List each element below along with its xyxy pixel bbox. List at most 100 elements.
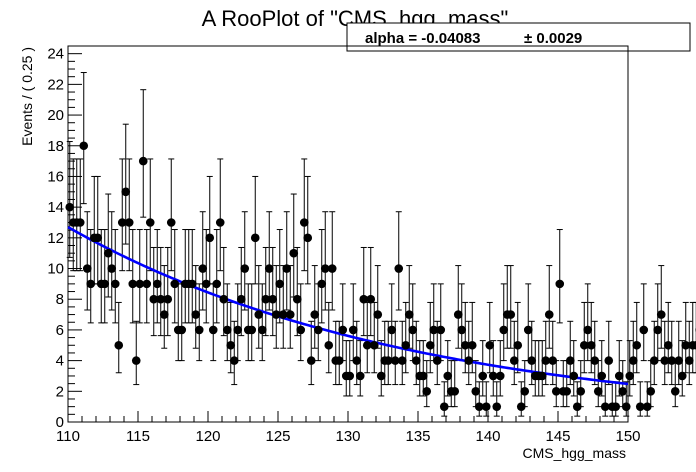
data-point bbox=[100, 279, 110, 289]
data-point bbox=[159, 310, 169, 319]
data-point bbox=[401, 340, 411, 350]
data-point bbox=[376, 371, 386, 381]
data-point bbox=[520, 387, 530, 396]
x-tick-label: 150 bbox=[615, 428, 640, 445]
data-point bbox=[65, 202, 75, 212]
data-point bbox=[565, 356, 575, 365]
data-point bbox=[439, 402, 449, 411]
data-point bbox=[499, 325, 509, 335]
data-point bbox=[145, 218, 155, 227]
data-point bbox=[464, 356, 474, 365]
data-point bbox=[387, 325, 397, 335]
data-point bbox=[257, 325, 267, 335]
data-point bbox=[590, 356, 600, 365]
data-point bbox=[635, 402, 645, 411]
data-point bbox=[324, 340, 334, 350]
data-point bbox=[229, 356, 239, 365]
data-point bbox=[208, 325, 218, 335]
x-tick-label: 110 bbox=[56, 428, 80, 445]
stats-box: alpha = -0.04083 ± 0.0029 bbox=[346, 22, 691, 52]
data-point bbox=[495, 371, 505, 381]
data-point bbox=[369, 340, 379, 350]
data-point bbox=[457, 325, 467, 335]
data-point bbox=[215, 218, 225, 227]
data-point bbox=[345, 371, 355, 381]
data-point bbox=[450, 387, 460, 396]
data-point bbox=[492, 402, 502, 411]
data-point bbox=[268, 294, 278, 304]
y-tick-label: 8 bbox=[56, 291, 64, 308]
data-point bbox=[674, 356, 684, 365]
data-point bbox=[551, 387, 561, 396]
data-point bbox=[282, 264, 292, 273]
data-point bbox=[604, 356, 614, 365]
data-point bbox=[422, 387, 432, 396]
data-point bbox=[142, 279, 152, 289]
data-point bbox=[317, 279, 327, 289]
data-point bbox=[474, 402, 484, 411]
data-point bbox=[124, 218, 134, 227]
data-point bbox=[632, 340, 642, 350]
y-tick-label: 20 bbox=[47, 107, 64, 124]
data-point bbox=[359, 294, 369, 304]
data-point bbox=[187, 279, 197, 289]
data-point bbox=[527, 356, 537, 365]
data-point bbox=[429, 325, 439, 335]
data-point bbox=[506, 310, 516, 319]
data-point bbox=[467, 340, 477, 350]
data-point bbox=[614, 371, 624, 381]
data-point bbox=[646, 387, 656, 396]
data-point bbox=[509, 356, 519, 365]
data-point bbox=[194, 325, 204, 335]
data-point bbox=[82, 264, 92, 273]
data-point bbox=[152, 279, 162, 289]
data-point bbox=[254, 310, 264, 319]
error-bars bbox=[66, 72, 696, 417]
data-point bbox=[275, 279, 285, 289]
data-point bbox=[397, 356, 407, 365]
data-point bbox=[128, 279, 138, 289]
data-point bbox=[131, 356, 141, 365]
data-point bbox=[79, 141, 89, 151]
data-point bbox=[299, 218, 309, 227]
y-tick-label: 12 bbox=[47, 230, 64, 247]
data-point bbox=[394, 264, 404, 273]
data-point bbox=[562, 387, 572, 396]
data-point bbox=[348, 325, 358, 335]
data-point bbox=[600, 402, 610, 411]
data-point bbox=[660, 356, 670, 365]
y-tick-label: 14 bbox=[47, 199, 64, 216]
data-point bbox=[177, 325, 187, 335]
data-point bbox=[170, 279, 180, 289]
data-point bbox=[649, 356, 659, 365]
data-point bbox=[443, 371, 453, 381]
data-point bbox=[411, 356, 421, 365]
data-point bbox=[306, 356, 316, 365]
data-point bbox=[121, 187, 131, 197]
data-point bbox=[310, 310, 320, 319]
x-axis: 110 115 120 125 130 135 140 145 150 bbox=[56, 411, 641, 445]
data-point bbox=[303, 233, 313, 243]
y-tick-label: 18 bbox=[47, 138, 64, 155]
data-point bbox=[436, 325, 446, 335]
data-point bbox=[355, 371, 365, 381]
data-point bbox=[478, 371, 488, 381]
data-point bbox=[135, 279, 145, 289]
data-point bbox=[250, 233, 260, 243]
data-point bbox=[597, 371, 607, 381]
data-point bbox=[611, 402, 621, 411]
x-tick-label: 145 bbox=[545, 428, 570, 445]
data-point bbox=[219, 294, 229, 304]
data-point bbox=[579, 340, 589, 350]
data-point bbox=[366, 294, 376, 304]
data-point bbox=[576, 387, 586, 396]
x-tick-label: 140 bbox=[475, 428, 500, 445]
data-point bbox=[684, 356, 694, 365]
alpha-error: ± 0.0029 bbox=[524, 30, 582, 47]
data-point bbox=[537, 371, 547, 381]
x-tick-label: 130 bbox=[335, 428, 360, 445]
data-point bbox=[471, 387, 481, 396]
data-point bbox=[569, 371, 579, 381]
data-point bbox=[222, 325, 232, 335]
